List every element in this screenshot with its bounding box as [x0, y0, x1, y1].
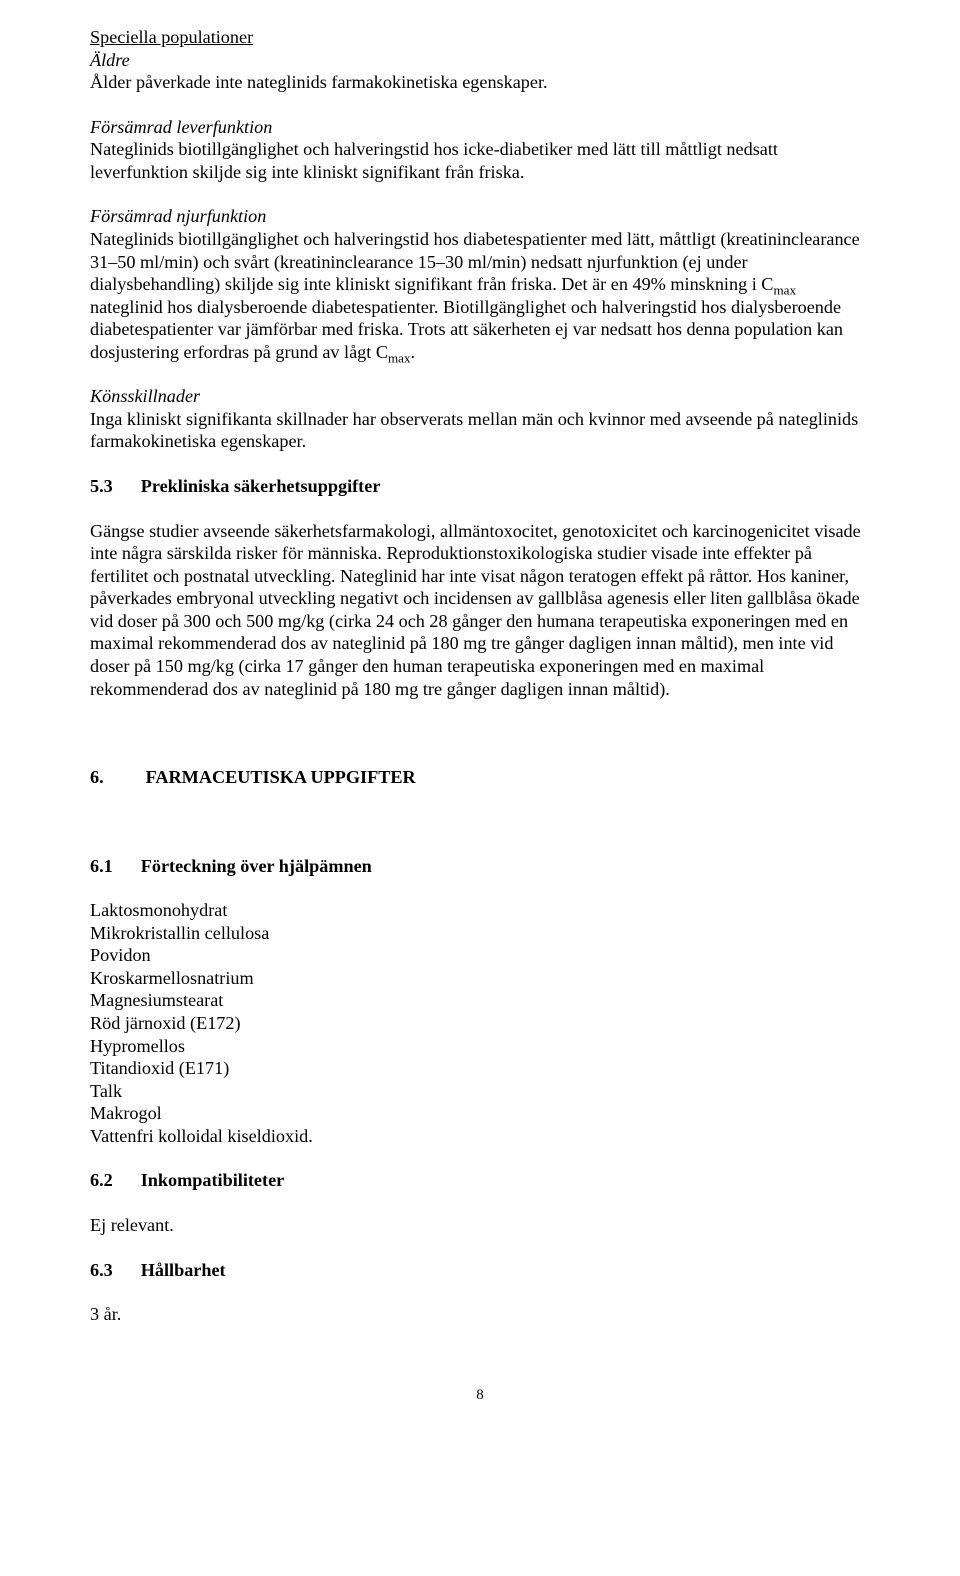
renal-heading: Försämrad njurfunktion [90, 206, 266, 226]
renal-text: Nateglinids biotillgänglighet och halver… [90, 228, 870, 363]
section-number: 6.2 [90, 1169, 113, 1192]
section-number: 6.1 [90, 855, 113, 878]
renal-text-pre: Nateglinids biotillgänglighet och halver… [90, 229, 860, 294]
list-item: Mikrokristallin cellulosa [90, 922, 870, 945]
block-title: Speciella populationer [90, 27, 253, 47]
liver-text: Nateglinids biotillgänglighet och halver… [90, 138, 870, 183]
section-6-3-heading: 6.3 Hållbarhet [90, 1259, 870, 1282]
list-item: Hypromellos [90, 1035, 870, 1058]
section-title: Inkompatibiliteter [141, 1169, 284, 1192]
list-item: Kroskarmellosnatrium [90, 967, 870, 990]
list-item: Titandioxid (E171) [90, 1057, 870, 1080]
gender-heading: Könsskillnader [90, 386, 200, 406]
elderly-text: Ålder påverkade inte nateglinids farmako… [90, 71, 870, 94]
section-6-2-heading: 6.2 Inkompatibiliteter [90, 1169, 870, 1192]
section-5-3-heading: 5.3 Prekliniska säkerhetsuppgifter [90, 475, 870, 498]
list-item: Magnesiumstearat [90, 989, 870, 1012]
section-5-3-text: Gängse studier avseende säkerhetsfarmako… [90, 520, 870, 701]
cmax-sub-2: max [388, 350, 411, 365]
section-6-3-text: 3 år. [90, 1303, 870, 1326]
section-title: Förteckning över hjälpämnen [141, 855, 372, 878]
excipients-list: LaktosmonohydratMikrokristallin cellulos… [90, 899, 870, 1147]
elderly-heading: Äldre [90, 50, 130, 70]
cmax-sub: max [773, 283, 796, 298]
gender-text: Inga kliniskt signifikanta skillnader ha… [90, 408, 870, 453]
list-item: Makrogol [90, 1102, 870, 1125]
section-6-1-heading: 6.1 Förteckning över hjälpämnen [90, 855, 870, 878]
list-item: Laktosmonohydrat [90, 899, 870, 922]
section-number: 6. [90, 766, 104, 789]
section-number: 5.3 [90, 475, 113, 498]
list-item: Povidon [90, 944, 870, 967]
document-page: Speciella populationer Äldre Ålder påver… [0, 0, 960, 1576]
section-title: FARMACEUTISKA UPPGIFTER [146, 766, 416, 789]
section-6-heading: 6. FARMACEUTISKA UPPGIFTER [90, 766, 870, 789]
section-title: Hållbarhet [141, 1259, 226, 1282]
page-number: 8 [90, 1386, 870, 1405]
renal-text-post: . [411, 342, 416, 362]
list-item: Vattenfri kolloidal kiseldioxid. [90, 1125, 870, 1148]
section-number: 6.3 [90, 1259, 113, 1282]
liver-heading: Försämrad leverfunktion [90, 117, 272, 137]
list-item: Talk [90, 1080, 870, 1103]
list-item: Röd järnoxid (E172) [90, 1012, 870, 1035]
renal-text-mid: nateglinid hos dialysberoende diabetespa… [90, 297, 843, 362]
section-6-2-text: Ej relevant. [90, 1214, 870, 1237]
section-title: Prekliniska säkerhetsuppgifter [141, 475, 381, 498]
